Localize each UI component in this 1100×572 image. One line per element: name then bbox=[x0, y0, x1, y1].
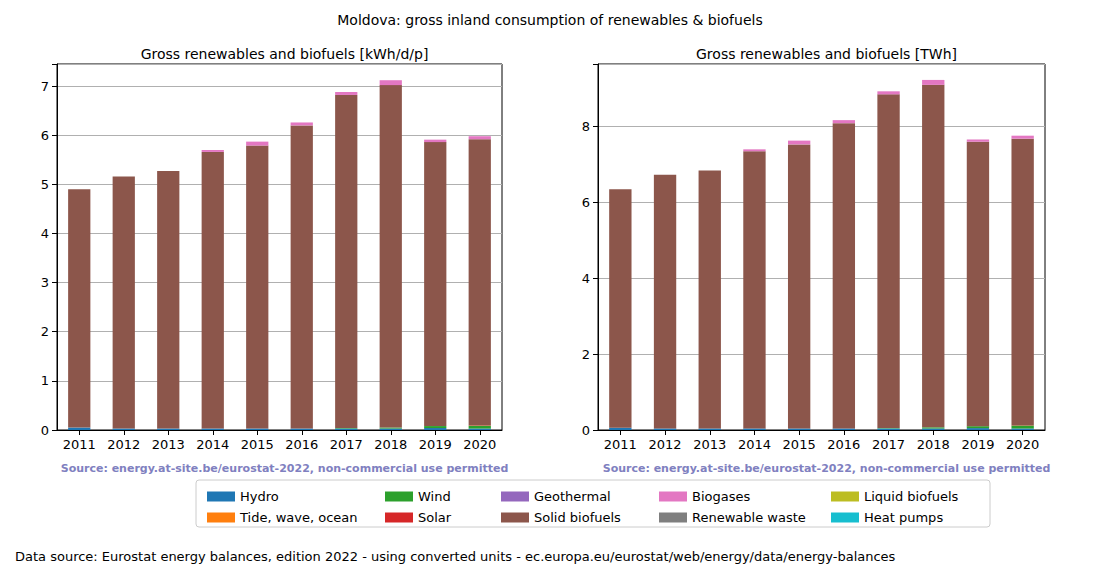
svg-text:2: 2 bbox=[41, 324, 49, 339]
svg-text:2016: 2016 bbox=[285, 437, 318, 452]
svg-text:2013: 2013 bbox=[152, 437, 185, 452]
svg-text:2018: 2018 bbox=[917, 437, 950, 452]
svg-text:2016: 2016 bbox=[827, 437, 860, 452]
svg-text:Biogases: Biogases bbox=[692, 489, 750, 504]
svg-text:Liquid biofuels: Liquid biofuels bbox=[864, 489, 959, 504]
svg-text:2014: 2014 bbox=[196, 437, 229, 452]
svg-text:2013: 2013 bbox=[693, 437, 726, 452]
svg-text:2015: 2015 bbox=[241, 437, 274, 452]
svg-text:5: 5 bbox=[41, 177, 49, 192]
svg-text:Moldova: gross inland consumpt: Moldova: gross inland consumption of ren… bbox=[337, 12, 762, 28]
svg-text:2019: 2019 bbox=[961, 437, 994, 452]
svg-text:6: 6 bbox=[582, 195, 590, 210]
svg-text:Source: energy.at-site.be/euro: Source: energy.at-site.be/eurostat-2022,… bbox=[61, 462, 509, 475]
svg-text:Heat pumps: Heat pumps bbox=[864, 510, 943, 525]
svg-text:2017: 2017 bbox=[330, 437, 363, 452]
svg-text:2018: 2018 bbox=[374, 437, 407, 452]
svg-text:0: 0 bbox=[582, 423, 590, 438]
svg-text:3: 3 bbox=[41, 275, 49, 290]
svg-text:2020: 2020 bbox=[463, 437, 496, 452]
svg-text:Gross renewables and biofuels: Gross renewables and biofuels [TWh] bbox=[696, 46, 957, 62]
svg-text:2011: 2011 bbox=[604, 437, 637, 452]
svg-text:Wind: Wind bbox=[418, 489, 451, 504]
svg-text:Renewable waste: Renewable waste bbox=[692, 510, 806, 525]
svg-text:2012: 2012 bbox=[107, 437, 140, 452]
svg-text:2012: 2012 bbox=[649, 437, 682, 452]
svg-text:Tide, wave, ocean: Tide, wave, ocean bbox=[239, 510, 358, 525]
svg-text:8: 8 bbox=[582, 119, 590, 134]
svg-text:0: 0 bbox=[41, 423, 49, 438]
svg-text:2011: 2011 bbox=[63, 437, 96, 452]
svg-text:2019: 2019 bbox=[419, 437, 452, 452]
svg-text:7: 7 bbox=[41, 79, 49, 94]
svg-text:Geothermal: Geothermal bbox=[534, 489, 611, 504]
svg-text:2015: 2015 bbox=[783, 437, 816, 452]
svg-text:1: 1 bbox=[41, 373, 49, 388]
svg-text:2017: 2017 bbox=[872, 437, 905, 452]
svg-text:Hydro: Hydro bbox=[240, 489, 279, 504]
svg-text:2: 2 bbox=[582, 347, 590, 362]
svg-text:Solar: Solar bbox=[418, 510, 452, 525]
svg-text:Gross renewables and biofuels: Gross renewables and biofuels [kWh/d/p] bbox=[141, 46, 429, 62]
svg-text:Solid biofuels: Solid biofuels bbox=[534, 510, 621, 525]
svg-text:Source: energy.at-site.be/euro: Source: energy.at-site.be/eurostat-2022,… bbox=[603, 462, 1051, 475]
svg-text:6: 6 bbox=[41, 128, 49, 143]
svg-text:4: 4 bbox=[41, 226, 49, 241]
svg-text:2014: 2014 bbox=[738, 437, 771, 452]
svg-text:2020: 2020 bbox=[1006, 437, 1039, 452]
svg-text:Data source: Eurostat energy b: Data source: Eurostat energy balances, e… bbox=[15, 549, 896, 564]
svg-text:4: 4 bbox=[582, 271, 590, 286]
